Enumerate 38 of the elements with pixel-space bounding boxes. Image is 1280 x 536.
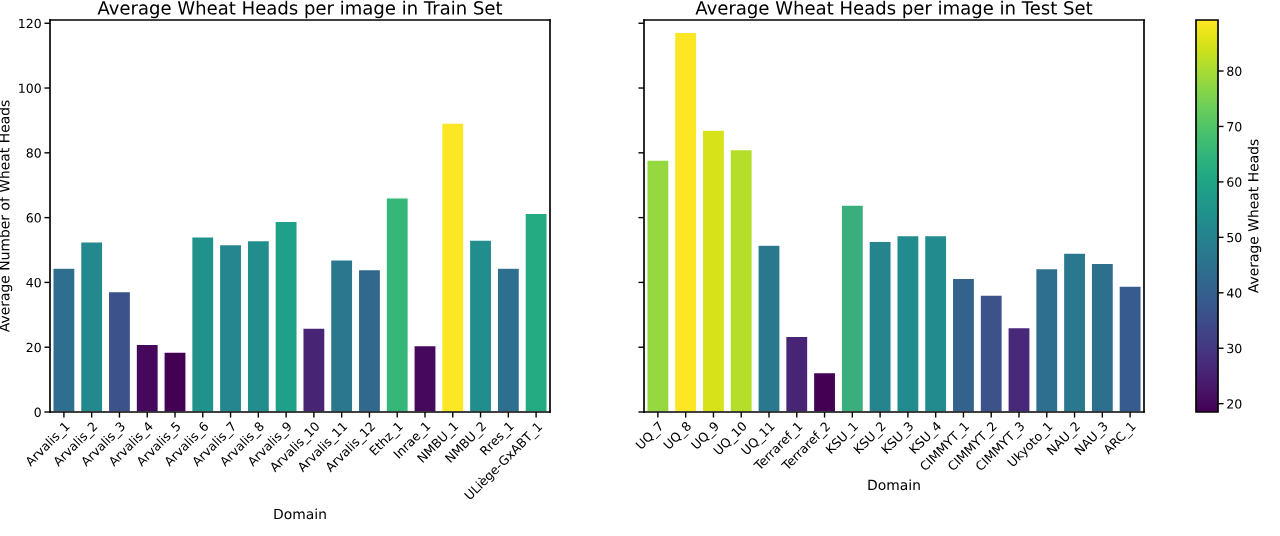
bar bbox=[646, 159, 670, 412]
bar bbox=[357, 268, 382, 412]
bar bbox=[729, 148, 754, 412]
bar bbox=[673, 31, 698, 412]
bar bbox=[524, 212, 548, 412]
bar bbox=[413, 344, 437, 412]
bar bbox=[951, 277, 976, 412]
bar bbox=[1007, 326, 1031, 412]
bar bbox=[1118, 285, 1142, 412]
bar bbox=[840, 204, 865, 412]
bar bbox=[190, 236, 215, 412]
bar bbox=[246, 239, 271, 412]
bar bbox=[52, 267, 76, 412]
bar bbox=[1034, 267, 1059, 412]
bar bbox=[868, 240, 892, 412]
bar bbox=[163, 351, 187, 412]
bar bbox=[496, 267, 521, 412]
bar bbox=[107, 290, 132, 412]
bar bbox=[923, 234, 948, 412]
bar bbox=[385, 197, 410, 412]
bar bbox=[757, 244, 781, 412]
chart-title: Average Wheat Heads per image in Test Set bbox=[695, 0, 1093, 19]
bar bbox=[1062, 252, 1087, 412]
bar bbox=[701, 129, 726, 412]
bar bbox=[329, 259, 354, 412]
bar bbox=[79, 241, 104, 412]
bar bbox=[440, 122, 465, 412]
bar bbox=[468, 239, 493, 412]
bar bbox=[784, 335, 809, 412]
bar bbox=[1090, 262, 1115, 412]
bar bbox=[302, 327, 326, 412]
bar bbox=[135, 343, 160, 412]
bar bbox=[979, 294, 1004, 412]
chart-title: Average Wheat Heads per image in Train Set bbox=[97, 0, 503, 19]
bar bbox=[218, 243, 243, 412]
bar bbox=[274, 220, 298, 412]
bar bbox=[812, 371, 837, 412]
bar bbox=[896, 234, 920, 412]
